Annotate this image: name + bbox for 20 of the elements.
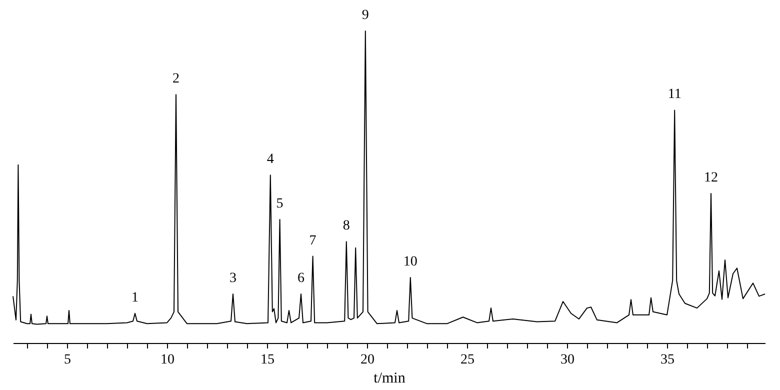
- annotation: 2: [172, 72, 180, 87]
- annotation: 8: [342, 218, 350, 234]
- x-tick-label: 30: [560, 352, 574, 368]
- x-tick-label: 5: [64, 352, 71, 368]
- annotation: 5: [276, 196, 284, 212]
- x-axis-title: t/min: [374, 370, 406, 386]
- annotation: 10: [403, 254, 418, 270]
- annotation: 1: [132, 290, 138, 306]
- x-tick-label: 25: [460, 352, 474, 368]
- x-tick-label: 10: [160, 352, 174, 368]
- annotation: 3: [230, 271, 236, 286]
- annotation: 9: [362, 8, 369, 23]
- annotation: 6: [298, 271, 304, 286]
- annotation: 12: [704, 170, 718, 186]
- annotation: 4: [266, 152, 274, 168]
- annotation: 7: [309, 233, 316, 248]
- annotation: 11: [668, 87, 682, 102]
- x-tick-label: 15: [260, 352, 274, 368]
- x-tick-label: 35: [660, 352, 674, 368]
- x-tick-label: 20: [360, 352, 374, 368]
